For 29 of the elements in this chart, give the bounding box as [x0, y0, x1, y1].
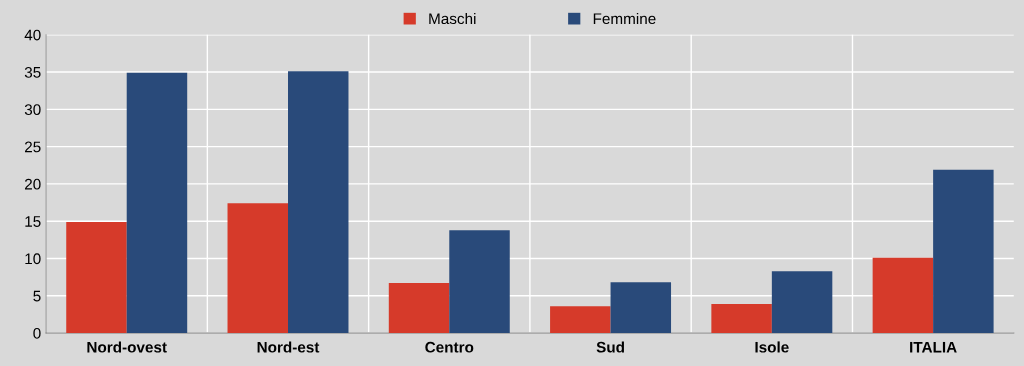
- x-tick-label: Isole: [755, 341, 789, 353]
- bar: [550, 306, 611, 334]
- y-tick-label: 0: [33, 327, 41, 339]
- bar: [288, 71, 349, 334]
- legend-label: Maschi: [429, 12, 476, 25]
- bar: [66, 221, 127, 334]
- x-tick-label: Nord-est: [257, 341, 320, 353]
- y-tick-label: 15: [25, 216, 41, 227]
- y-tick-label: 10: [25, 253, 41, 265]
- y-tick-label: 40: [24, 29, 41, 41]
- y-tick-label: 20: [25, 178, 41, 190]
- legend-label: Femmine: [593, 12, 656, 25]
- x-tick-label: ITALIA: [910, 341, 957, 353]
- bar: [933, 169, 994, 334]
- bar: [711, 303, 772, 334]
- bar: [610, 282, 672, 334]
- x-tick-label: Nord-ovest: [87, 341, 167, 353]
- y-tick-label: 30: [24, 104, 41, 116]
- y-tick-label: 35: [24, 66, 41, 78]
- bar: [872, 257, 934, 334]
- bar: [449, 230, 510, 334]
- bar: [126, 72, 188, 334]
- y-tick-label: 5: [33, 290, 41, 302]
- x-tick-label: Sud: [596, 341, 624, 353]
- x-tick-label: Centro: [425, 341, 474, 353]
- bar: [771, 271, 833, 334]
- y-tick-label: 25: [25, 141, 41, 153]
- bar: [388, 283, 450, 334]
- bar: [227, 203, 288, 334]
